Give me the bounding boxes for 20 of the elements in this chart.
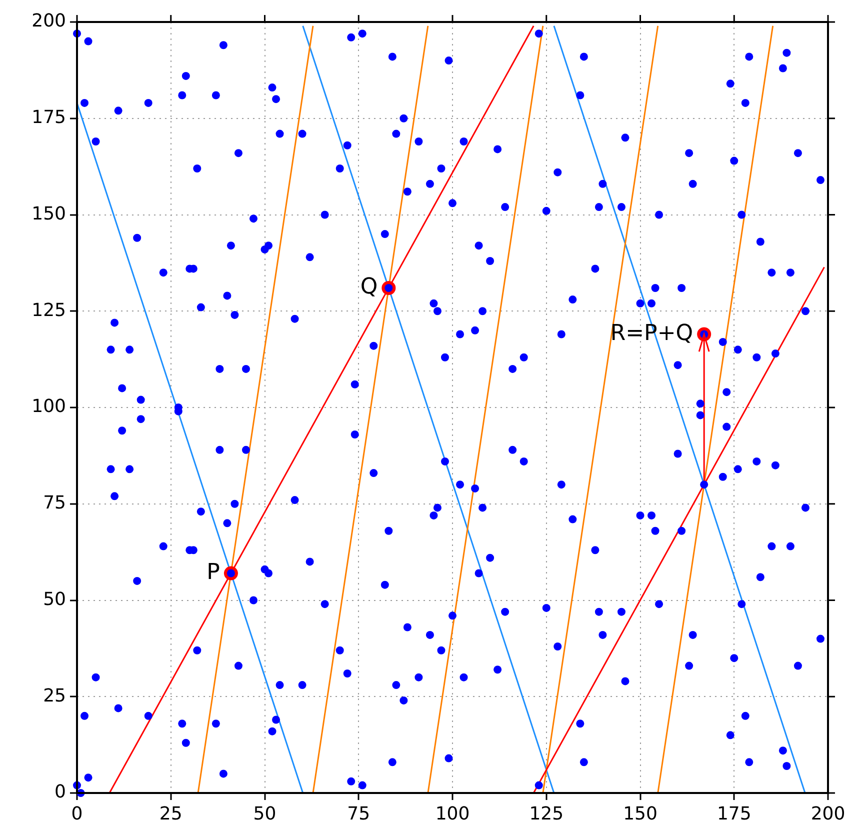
x-tick-label: 0: [71, 803, 83, 824]
x-tick-label: 75: [347, 803, 370, 824]
y-tick-label: 100: [32, 396, 66, 418]
y-tick-label: 150: [32, 203, 66, 224]
x-tick-label: 125: [529, 803, 564, 824]
x-tick-label: 25: [159, 803, 182, 824]
y-tick-label: 75: [43, 492, 66, 514]
x-tick-label: 175: [716, 803, 752, 824]
y-tick-label: 0: [54, 782, 66, 803]
annotation: Q: [360, 274, 378, 300]
x-tick-label: 150: [623, 803, 658, 824]
y-tick-label: 25: [43, 685, 66, 706]
y-tick-label: 125: [32, 300, 66, 321]
x-tick-label: 100: [435, 803, 470, 824]
y-tick-label: 50: [43, 588, 66, 610]
y-tick-label: 175: [32, 107, 66, 128]
annotation: P: [206, 560, 220, 585]
x-tick-label: 50: [253, 803, 276, 824]
y-tick-label: 200: [32, 10, 66, 32]
x-tick-label: 200: [810, 803, 846, 824]
